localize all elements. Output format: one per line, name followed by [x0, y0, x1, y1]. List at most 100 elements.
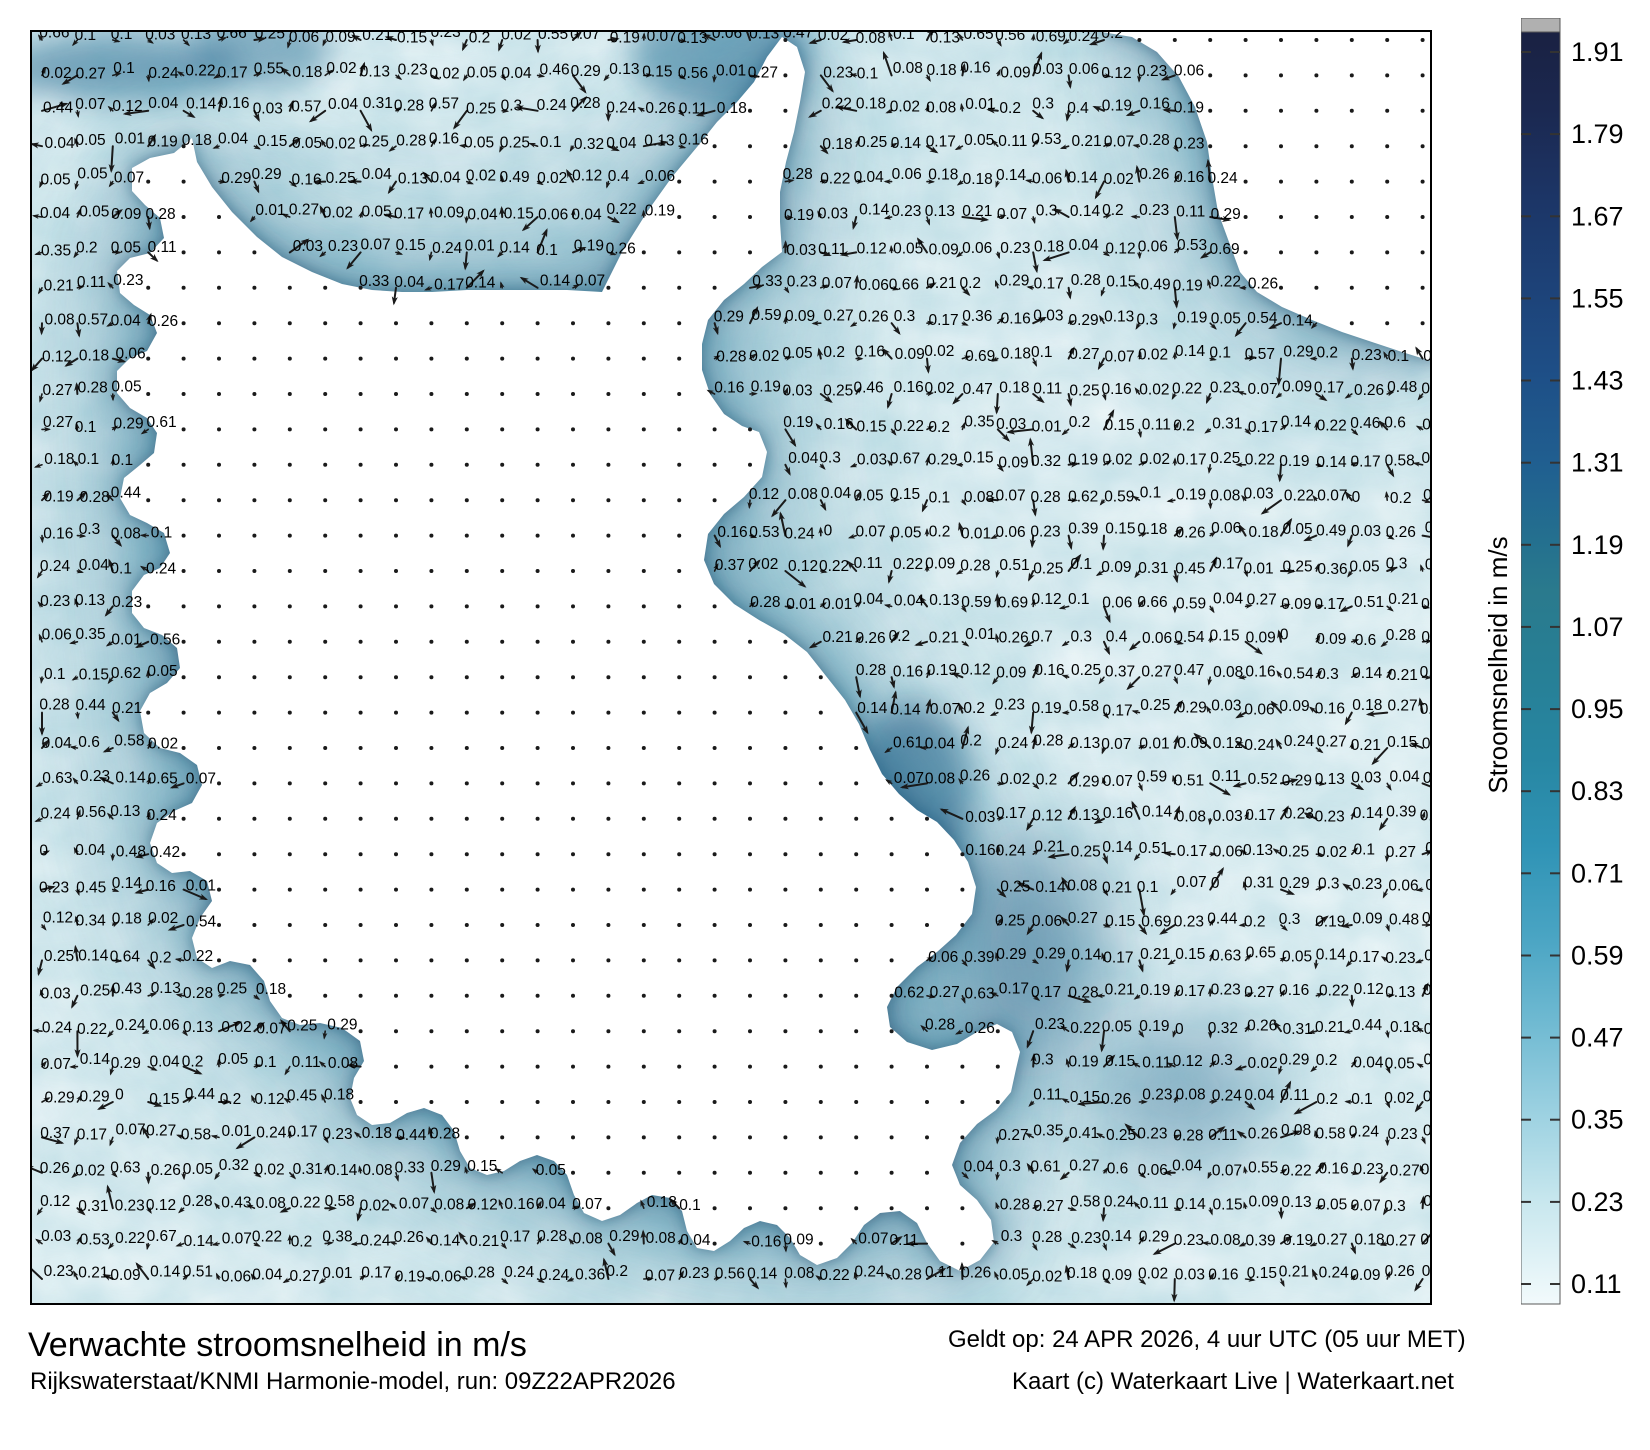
svg-text:0.47: 0.47 — [1571, 1023, 1624, 1053]
svg-text:0.4: 0.4 — [1067, 100, 1089, 117]
svg-text:0.28: 0.28 — [39, 697, 69, 714]
svg-text:0.18: 0.18 — [1034, 239, 1064, 256]
svg-text:0.57: 0.57 — [291, 98, 321, 115]
svg-text:1.67: 1.67 — [1571, 201, 1624, 231]
svg-text:0.61: 0.61 — [147, 414, 177, 431]
svg-text:0.06: 0.06 — [1102, 594, 1132, 611]
svg-text:0.11: 0.11 — [818, 241, 847, 258]
svg-text:0.07: 0.07 — [894, 770, 924, 787]
svg-text:0.29: 0.29 — [114, 416, 144, 433]
svg-text:0.14: 0.14 — [327, 1162, 358, 1179]
svg-text:0.07: 0.07 — [645, 1268, 675, 1285]
svg-text:0.67: 0.67 — [1422, 450, 1433, 467]
svg-text:0.06: 0.06 — [1388, 878, 1418, 895]
svg-text:0.24: 0.24 — [41, 806, 72, 823]
svg-text:0.48: 0.48 — [1389, 911, 1419, 928]
svg-text:0.39: 0.39 — [1246, 1233, 1276, 1250]
svg-text:0.09: 0.09 — [895, 346, 925, 363]
svg-text:0.13: 0.13 — [1423, 348, 1432, 365]
svg-text:0.15: 0.15 — [890, 486, 920, 503]
svg-text:0.27: 0.27 — [1388, 698, 1418, 715]
svg-text:0.08: 0.08 — [1176, 809, 1206, 826]
svg-text:0.2: 0.2 — [823, 344, 845, 361]
svg-text:0.13: 0.13 — [75, 592, 105, 609]
svg-text:0.57: 0.57 — [1245, 346, 1275, 363]
svg-text:0.13: 0.13 — [749, 32, 779, 43]
svg-text:0.08: 0.08 — [328, 1055, 358, 1072]
svg-text:0.09: 0.09 — [925, 555, 955, 572]
svg-text:0.37: 0.37 — [40, 1125, 70, 1142]
svg-text:0.3: 0.3 — [1032, 1051, 1054, 1068]
svg-text:0.23: 0.23 — [40, 593, 70, 610]
svg-text:0.19: 0.19 — [44, 489, 74, 506]
svg-text:0.14: 0.14 — [1352, 665, 1383, 682]
svg-text:0.06: 0.06 — [859, 277, 889, 294]
svg-text:0.01: 0.01 — [465, 238, 495, 255]
svg-text:0.61: 0.61 — [1030, 1158, 1060, 1175]
svg-text:0.15: 0.15 — [1247, 1265, 1277, 1282]
svg-text:0.01: 0.01 — [965, 626, 995, 643]
svg-text:0.71: 0.71 — [1571, 858, 1624, 888]
svg-text:0.3: 0.3 — [894, 308, 916, 325]
svg-text:0.27: 0.27 — [930, 984, 960, 1001]
svg-text:0.18: 0.18 — [1137, 521, 1167, 538]
svg-text:0.14: 0.14 — [186, 96, 217, 113]
svg-text:0.12: 0.12 — [254, 1091, 284, 1108]
svg-text:0.49: 0.49 — [1140, 277, 1170, 294]
svg-text:0.02: 0.02 — [1138, 1265, 1168, 1282]
svg-text:0.06: 0.06 — [149, 1017, 179, 1034]
svg-text:0.15: 0.15 — [1105, 913, 1135, 930]
svg-text:0.16: 0.16 — [1174, 169, 1204, 186]
svg-text:0.06: 0.06 — [712, 32, 742, 42]
svg-text:0.08: 0.08 — [856, 32, 886, 47]
svg-text:0.21: 0.21 — [926, 275, 956, 292]
svg-text:0.53: 0.53 — [1177, 237, 1207, 254]
svg-text:0.3: 0.3 — [1384, 1198, 1406, 1215]
svg-text:0.64: 0.64 — [110, 949, 141, 966]
svg-text:0.19: 0.19 — [1173, 278, 1203, 295]
svg-text:0.63: 0.63 — [964, 985, 994, 1002]
svg-text:0.24: 0.24 — [1319, 1265, 1350, 1282]
svg-text:0.06: 0.06 — [1138, 1162, 1168, 1179]
svg-text:0.2: 0.2 — [960, 275, 982, 292]
svg-text:0.2: 0.2 — [1036, 772, 1058, 789]
svg-text:0.23: 0.23 — [1354, 1161, 1384, 1178]
svg-text:0.07: 0.07 — [856, 524, 886, 541]
svg-text:0.09: 0.09 — [1282, 379, 1312, 396]
svg-text:0.25: 0.25 — [80, 983, 110, 1000]
svg-text:0.11: 0.11 — [998, 133, 1027, 150]
svg-text:0.19: 0.19 — [1068, 452, 1098, 469]
svg-text:0.07: 0.07 — [399, 1195, 429, 1212]
svg-text:0.03: 0.03 — [41, 986, 71, 1003]
svg-text:0.04: 0.04 — [1353, 1055, 1384, 1072]
svg-text:0.1: 0.1 — [929, 489, 951, 506]
svg-text:0.28: 0.28 — [80, 489, 110, 506]
svg-text:0.31: 0.31 — [293, 1161, 323, 1178]
svg-text:0.58: 0.58 — [181, 1127, 211, 1144]
svg-text:0.1: 0.1 — [857, 65, 879, 82]
svg-text:1.55: 1.55 — [1571, 283, 1624, 313]
svg-text:0.09: 0.09 — [1249, 1193, 1279, 1210]
svg-text:0.23: 0.23 — [1571, 1187, 1624, 1217]
svg-text:0.09: 0.09 — [111, 206, 141, 223]
svg-text:0.14: 0.14 — [1283, 313, 1314, 330]
svg-text:0.24: 0.24 — [537, 97, 568, 114]
svg-text:0.24: 0.24 — [256, 1125, 287, 1142]
svg-text:0.19: 0.19 — [1139, 1018, 1169, 1035]
svg-text:0.32: 0.32 — [219, 1157, 249, 1174]
svg-text:0.25: 0.25 — [1000, 878, 1030, 895]
svg-text:0.28: 0.28 — [78, 380, 108, 397]
svg-text:0.58: 0.58 — [1070, 1193, 1100, 1210]
svg-text:0.28: 0.28 — [1033, 733, 1063, 750]
svg-text:0.32: 0.32 — [1031, 453, 1061, 470]
svg-text:0.23: 0.23 — [995, 697, 1025, 714]
svg-text:0.07: 0.07 — [1351, 1197, 1381, 1214]
svg-text:0.3: 0.3 — [1279, 911, 1301, 928]
svg-text:0.21: 0.21 — [1351, 737, 1381, 754]
svg-text:0.07: 0.07 — [1212, 1163, 1242, 1180]
svg-text:0.02: 0.02 — [924, 343, 954, 360]
svg-text:0.22: 0.22 — [183, 948, 213, 965]
svg-text:0.22: 0.22 — [252, 1228, 282, 1245]
svg-text:0.05: 0.05 — [75, 132, 105, 149]
svg-text:0.44: 0.44 — [76, 697, 107, 714]
